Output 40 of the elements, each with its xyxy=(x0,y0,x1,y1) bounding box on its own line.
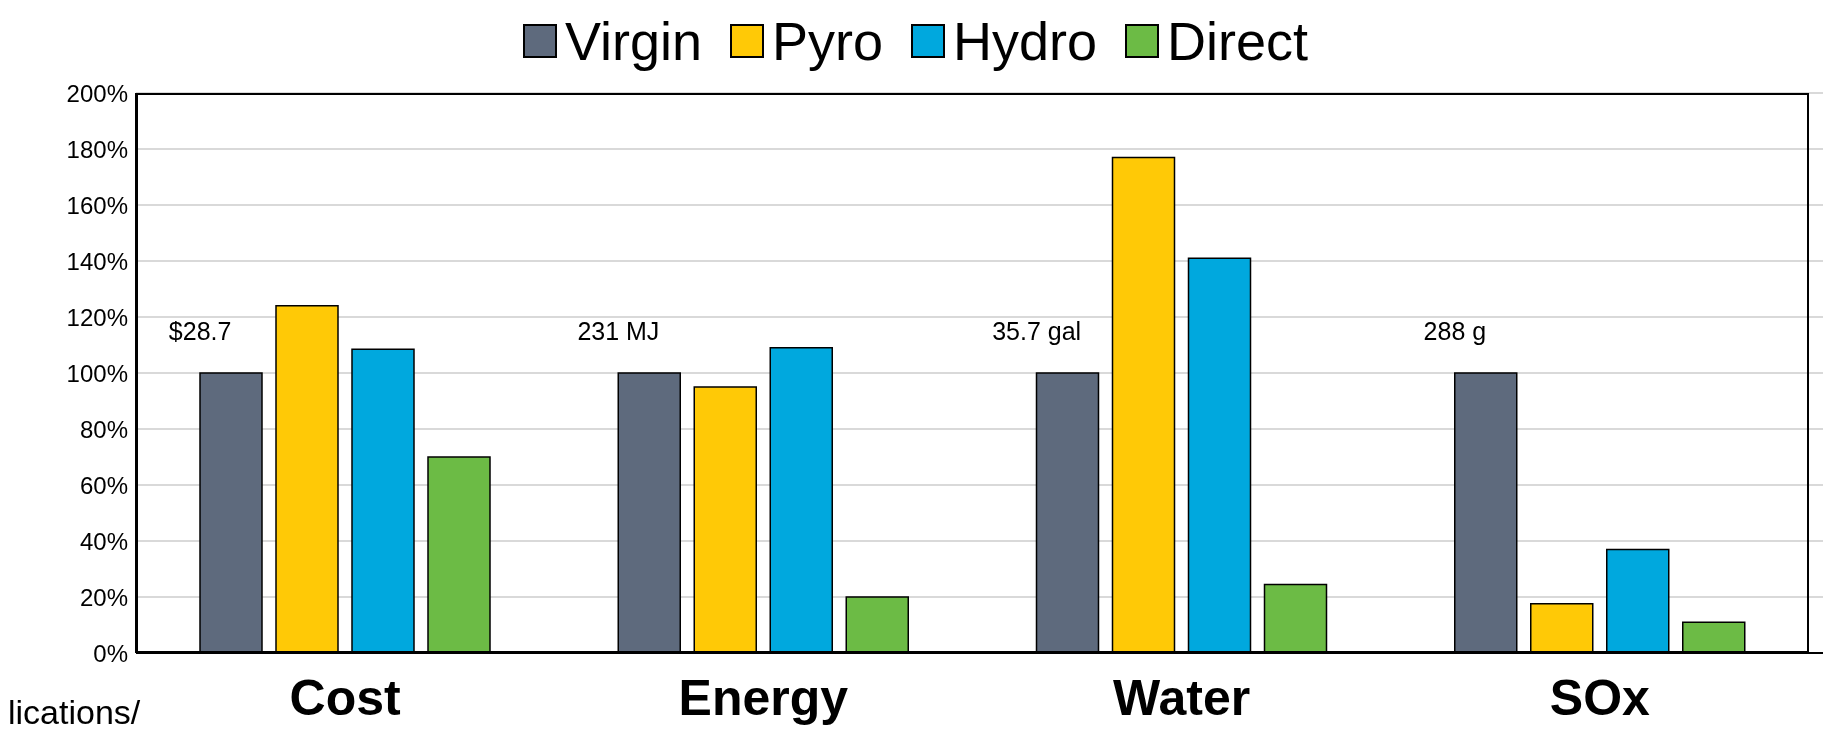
bar xyxy=(693,386,757,653)
y-tick-label: 20% xyxy=(79,583,128,611)
x-tick-label: Water xyxy=(1113,669,1251,726)
y-tick-label: 120% xyxy=(66,303,128,331)
bar xyxy=(1454,372,1518,653)
bar xyxy=(617,372,681,653)
x-tick-label: Cost xyxy=(289,669,402,726)
bar xyxy=(275,305,339,653)
legend-label: Hydro xyxy=(953,10,1098,73)
y-tick-label: 80% xyxy=(79,415,128,443)
x-tick-label: Energy xyxy=(678,669,849,726)
annotation: 35.7 gal xyxy=(991,317,1083,346)
y-tick-label: 40% xyxy=(79,527,128,555)
annotation: $28.7 xyxy=(168,317,232,345)
bar xyxy=(1530,602,1594,653)
bar xyxy=(1187,257,1252,653)
annotation: 288 g xyxy=(1422,317,1488,346)
bar xyxy=(1263,583,1328,653)
bar xyxy=(351,348,415,653)
legend-label: Direct xyxy=(1167,10,1309,73)
y-tick-label: 100% xyxy=(66,359,128,387)
bar xyxy=(199,372,263,653)
annotation: 231 MJ xyxy=(576,317,661,346)
bar xyxy=(1111,156,1176,653)
y-tick-label: 200% xyxy=(66,79,128,107)
bar xyxy=(1682,621,1746,653)
y-tick-label: 60% xyxy=(79,471,128,499)
x-tick-label: SOx xyxy=(1549,669,1651,726)
y-tick-label: 140% xyxy=(66,247,128,275)
y-tick-label: 180% xyxy=(66,135,128,163)
bar xyxy=(1035,372,1100,653)
y-tick-label: 160% xyxy=(66,191,128,219)
legend-label: Pyro xyxy=(771,10,884,73)
y-tick-label: 0% xyxy=(93,639,128,667)
bar xyxy=(1606,548,1670,653)
text: lications/ xyxy=(8,693,141,732)
bar xyxy=(769,347,833,653)
bar xyxy=(845,596,909,653)
bar xyxy=(427,456,491,653)
legend-label: Virgin xyxy=(564,10,702,73)
